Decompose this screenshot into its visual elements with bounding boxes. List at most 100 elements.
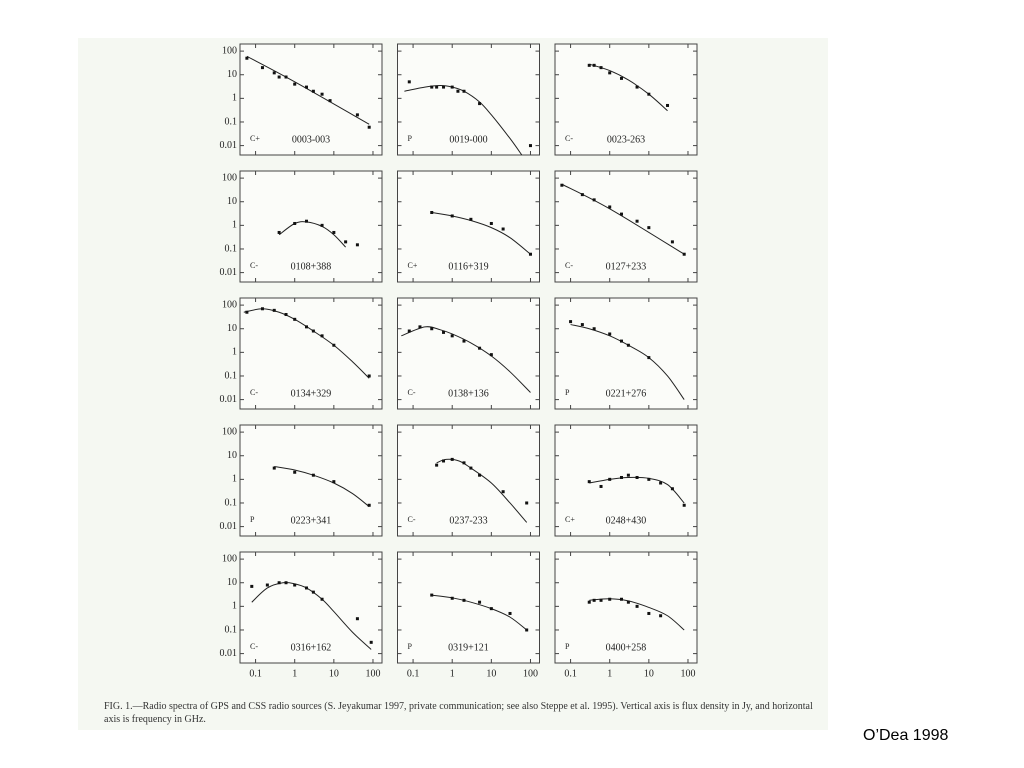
y-tick-label: 0.01 — [220, 521, 238, 532]
data-point — [272, 308, 276, 312]
data-point — [442, 85, 446, 89]
data-point — [450, 457, 454, 461]
data-point — [332, 230, 336, 234]
panel — [239, 297, 383, 410]
data-point — [272, 71, 276, 75]
source-label: 0316+162 — [291, 642, 332, 653]
y-tick-label: 0.1 — [225, 116, 238, 127]
data-point — [478, 473, 482, 477]
data-point — [320, 334, 324, 338]
class-label: C+ — [565, 515, 575, 524]
data-point — [608, 205, 612, 209]
y-tick-label: 0.1 — [225, 497, 238, 508]
y-tick-label: 10 — [227, 69, 237, 80]
y-tick-label: 1 — [232, 220, 237, 231]
data-point — [311, 329, 315, 333]
data-point — [304, 586, 308, 590]
data-point — [508, 611, 512, 615]
y-tick-label: 0.01 — [220, 648, 238, 659]
data-point — [525, 628, 529, 632]
data-point — [580, 193, 584, 197]
class-label: C- — [408, 515, 416, 524]
panel — [554, 170, 698, 283]
panel — [239, 424, 383, 537]
class-label: P — [565, 388, 570, 397]
data-point — [293, 583, 297, 587]
x-tick-label: 1 — [450, 668, 455, 679]
class-label: P — [408, 134, 413, 143]
source-label: 0248+430 — [606, 515, 647, 526]
data-point — [489, 607, 493, 611]
data-point — [682, 503, 686, 507]
data-point — [560, 183, 564, 187]
source-label: 0223+341 — [291, 515, 332, 526]
data-point — [659, 614, 663, 618]
data-point — [272, 466, 276, 470]
data-point — [293, 221, 297, 225]
class-label: C- — [250, 261, 258, 270]
data-point — [442, 330, 446, 334]
data-point — [569, 320, 573, 324]
data-point — [435, 463, 439, 467]
data-point — [430, 211, 434, 215]
data-point — [430, 327, 434, 331]
class-label: C- — [408, 388, 416, 397]
data-point — [592, 327, 596, 331]
data-point — [245, 310, 249, 314]
data-point — [647, 92, 651, 96]
data-point — [462, 598, 466, 602]
x-tick-label: 10 — [329, 668, 339, 679]
data-point — [260, 66, 264, 70]
data-point — [608, 477, 612, 481]
data-point — [284, 75, 288, 79]
x-tick-label: 100 — [680, 668, 695, 679]
data-point — [355, 617, 359, 621]
data-point — [670, 240, 674, 244]
data-point — [332, 480, 336, 484]
data-point — [462, 339, 466, 343]
panel — [554, 43, 698, 156]
data-point — [311, 473, 315, 477]
data-point — [478, 346, 482, 350]
data-point — [489, 221, 493, 225]
data-point — [528, 252, 532, 256]
data-point — [304, 325, 308, 329]
data-point — [469, 466, 473, 470]
panel — [239, 43, 383, 156]
data-point — [682, 252, 686, 256]
y-tick-label: 100 — [222, 172, 237, 183]
data-point — [430, 593, 434, 597]
y-tick-label: 100 — [222, 553, 237, 564]
data-point — [320, 223, 324, 227]
data-point — [344, 240, 348, 244]
fit-curve — [246, 55, 370, 125]
data-point — [407, 329, 411, 333]
data-point — [328, 99, 332, 103]
class-label: C+ — [408, 261, 418, 270]
data-point — [635, 219, 639, 223]
data-point — [619, 212, 623, 216]
data-point — [332, 343, 336, 347]
source-label: 0237-233 — [449, 515, 487, 526]
data-point — [619, 76, 623, 80]
panel — [397, 297, 540, 410]
class-label: C+ — [250, 134, 260, 143]
class-label: C- — [565, 261, 573, 270]
class-label: P — [250, 515, 255, 524]
data-point — [608, 597, 612, 601]
data-point — [647, 611, 651, 615]
y-tick-label: 1 — [232, 347, 237, 358]
data-point — [311, 89, 315, 93]
panel — [239, 551, 383, 664]
data-point — [525, 501, 529, 505]
x-tick-label: 1 — [292, 668, 297, 679]
data-point — [608, 71, 612, 75]
data-point — [462, 461, 466, 465]
data-point — [635, 604, 639, 608]
data-point — [501, 490, 505, 494]
data-point — [647, 477, 651, 481]
y-tick-label: 0.1 — [225, 370, 238, 381]
x-tick-label: 100 — [365, 668, 380, 679]
data-point — [592, 598, 596, 602]
panel — [239, 170, 383, 283]
